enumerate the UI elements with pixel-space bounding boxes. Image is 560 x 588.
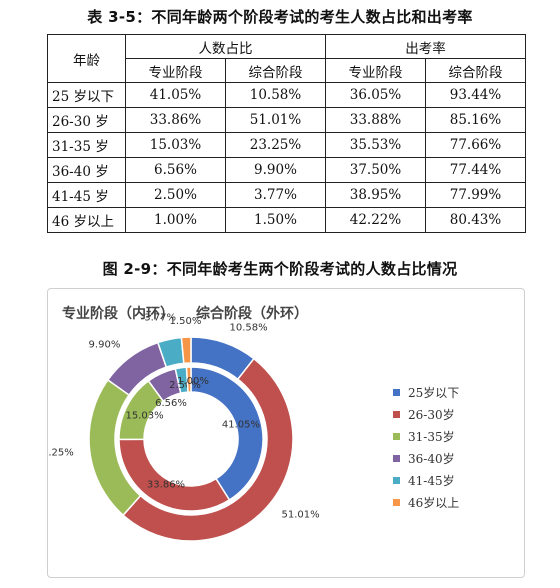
- inner-ring-data-label: 6.56%: [155, 398, 187, 409]
- table-caption: 表 3-5：不同年龄两个阶段考试的考生人数占比和出考率: [87, 8, 473, 26]
- legend-swatch: [393, 410, 400, 418]
- legend-item: 31-35岁: [393, 425, 459, 447]
- inner-ring-slice: [190, 366, 264, 501]
- outer-ring-slice: [180, 336, 192, 365]
- legend-swatch: [393, 454, 400, 462]
- rate-pro-cell: 35.53%: [325, 132, 426, 158]
- share-comp-cell: 51.01%: [225, 107, 326, 133]
- share-comp-cell: 23.25%: [225, 132, 326, 158]
- chart-title-outer: 综合阶段（外环）: [196, 306, 308, 322]
- rate-comp-cell: 77.44%: [425, 157, 526, 183]
- share-comp-cell: 1.50%: [225, 207, 326, 233]
- age-cell: 36-40 岁: [47, 157, 126, 183]
- outer-ring-data-label: 3.77%: [144, 313, 176, 324]
- legend-label: 46岁以上: [408, 495, 460, 510]
- legend-label: 36-40岁: [408, 451, 455, 466]
- age-cell: 41-45 岁: [47, 182, 126, 208]
- chart-title: 专业阶段（内环） 综合阶段（外环）: [62, 303, 330, 323]
- outer-ring-data-label: 23.25%: [48, 447, 74, 458]
- share-pro-cell: 1.00%: [125, 207, 226, 233]
- legend-swatch: [393, 432, 400, 440]
- legend-label: 25岁以下: [408, 385, 460, 400]
- legend-label: 26-30岁: [408, 407, 455, 422]
- rate-comp-cell: 77.99%: [425, 182, 526, 208]
- rate-comp-cell: 77.66%: [425, 132, 526, 158]
- table-row: 31-35 岁 15.03% 23.25% 35.53% 77.66%: [47, 132, 526, 158]
- rate-comp-cell: 93.44%: [425, 82, 526, 108]
- legend-label: 31-35岁: [408, 429, 455, 444]
- share-pro-cell: 6.56%: [125, 157, 226, 183]
- outer-ring-slice: [122, 357, 294, 542]
- outer-ring-data-label: 10.58%: [229, 322, 267, 333]
- age-cell: 25 岁以下: [47, 82, 126, 108]
- header-rate: 出考率: [325, 34, 526, 59]
- inner-ring-data-label: 41.05%: [222, 420, 260, 431]
- age-cell: 46 岁以上: [47, 207, 126, 233]
- header-share: 人数占比: [125, 34, 326, 59]
- data-table: 年龄 人数占比 出考率 专业阶段 综合阶段 专业阶段 综合阶段 25 岁以下 4…: [47, 34, 526, 233]
- legend-swatch: [393, 476, 400, 484]
- legend-item: 46岁以上: [393, 491, 459, 513]
- outer-ring-data-label: 1.50%: [170, 316, 202, 327]
- table-row: 25 岁以下 41.05% 10.58% 36.05% 93.44%: [47, 82, 526, 108]
- outer-ring-data-label: 51.01%: [282, 510, 320, 521]
- legend-item: 25岁以下: [393, 381, 459, 403]
- legend-label: 41-45岁: [408, 473, 455, 488]
- age-cell: 31-35 岁: [47, 132, 126, 158]
- legend-swatch: [393, 498, 400, 506]
- chart-title-inner: 专业阶段（内环）: [62, 306, 174, 322]
- header-age: 年龄: [47, 34, 126, 83]
- legend-item: 26-30岁: [393, 403, 459, 425]
- rate-pro-cell: 33.88%: [325, 107, 426, 133]
- rate-pro-cell: 37.50%: [325, 157, 426, 183]
- table-row: 26-30 岁 33.86% 51.01% 33.88% 85.16%: [47, 107, 526, 133]
- figure-caption: 图 2-9：不同年龄考生两个阶段考试的人数占比情况: [102, 260, 458, 278]
- share-comp-cell: 3.77%: [225, 182, 326, 208]
- header-rate-professional: 专业阶段: [325, 58, 426, 83]
- outer-ring-data-label: 9.90%: [89, 339, 121, 350]
- rate-comp-cell: 85.16%: [425, 107, 526, 133]
- legend-swatch: [393, 388, 400, 396]
- share-comp-cell: 9.90%: [225, 157, 326, 183]
- header-rate-comprehensive: 综合阶段: [425, 58, 526, 83]
- header-share-professional: 专业阶段: [125, 58, 226, 83]
- inner-ring-data-label: 2.50%: [169, 380, 201, 391]
- rate-pro-cell: 36.05%: [325, 82, 426, 108]
- inner-ring-data-label: 33.86%: [147, 480, 185, 491]
- table-row: 46 岁以上 1.00% 1.50% 42.22% 80.43%: [47, 207, 526, 233]
- share-comp-cell: 10.58%: [225, 82, 326, 108]
- rate-pro-cell: 38.95%: [325, 182, 426, 208]
- share-pro-cell: 33.86%: [125, 107, 226, 133]
- share-pro-cell: 2.50%: [125, 182, 226, 208]
- table-row: 41-45 岁 2.50% 3.77% 38.95% 77.99%: [47, 182, 526, 208]
- share-pro-cell: 15.03%: [125, 132, 226, 158]
- rate-pro-cell: 42.22%: [325, 207, 426, 233]
- header-share-comprehensive: 综合阶段: [225, 58, 326, 83]
- legend-item: 41-45岁: [393, 469, 459, 491]
- rate-comp-cell: 80.43%: [425, 207, 526, 233]
- age-cell: 26-30 岁: [47, 107, 126, 133]
- inner-ring-data-label: 15.03%: [125, 411, 163, 422]
- inner-ring-slice: [185, 366, 192, 393]
- chart-legend: 25岁以下 26-30岁 31-35岁 36-40岁 41-45岁 46岁以上: [393, 381, 459, 513]
- share-pro-cell: 41.05%: [125, 82, 226, 108]
- table-row: 36-40 岁 6.56% 9.90% 37.50% 77.44%: [47, 157, 526, 183]
- legend-item: 36-40岁: [393, 447, 459, 469]
- inner-ring-data-label: 1.00%: [177, 376, 209, 387]
- donut-svg: 41.05% 33.86% 15.03% 6.56% 2.50%1.00% 10.58% 5…: [48, 313, 320, 542]
- donut-chart: 专业阶段（内环） 综合阶段（外环） 41.05% 33.86% 15.03% 6.56%…: [47, 288, 525, 578]
